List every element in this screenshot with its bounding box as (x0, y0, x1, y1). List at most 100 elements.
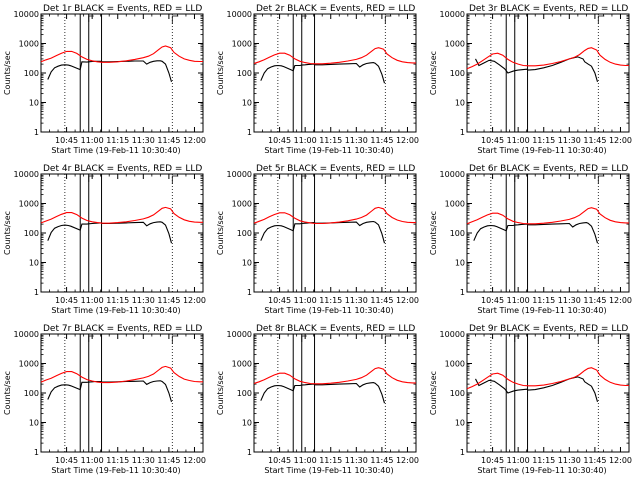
y-tick-label: 10000 (440, 10, 465, 19)
x-tick-label: 11:30 (345, 136, 368, 145)
chart-title: Det 6r BLACK = Events, RED = LLD (469, 164, 628, 174)
x-tick-label: 12:00 (183, 456, 206, 465)
bracket-marker (384, 175, 392, 184)
y-tick-label: 10 (455, 419, 465, 428)
y-tick-label: 10000 (14, 10, 39, 19)
bracket-marker (171, 175, 179, 184)
y-axis-label: Counts/sec (216, 371, 225, 415)
series-line-lld (253, 367, 416, 385)
y-axis-label: Counts/sec (3, 51, 12, 95)
y-tick-label: 1 (247, 288, 252, 297)
y-tick-label: 10 (242, 99, 252, 108)
y-tick-label: 1 (460, 448, 465, 457)
y-tick-label: 1 (247, 128, 252, 137)
y-tick-label: 1 (247, 448, 252, 457)
x-axis-label: Start Time (19-Feb-11 10:30:40) (477, 466, 606, 475)
series-line-lld (40, 365, 203, 384)
chart-panel-det-7r: Det 7r BLACK = Events, RED = LLD 1 10 100 10… (3, 324, 206, 475)
x-tick-label: 11:30 (558, 456, 581, 465)
y-axis-label: Counts/sec (3, 371, 12, 415)
chart-title: Det 8r BLACK = Events, RED = LLD (256, 324, 415, 334)
x-tick-label: 11:45 (583, 296, 606, 305)
y-tick-label: 10 (29, 99, 39, 108)
x-tick-label: 10:45 (55, 456, 78, 465)
x-tick-label: 11:45 (583, 456, 606, 465)
y-tick-label: 100 (24, 229, 39, 238)
y-tick-label: 1000 (445, 200, 465, 209)
y-tick-label: 100 (450, 389, 465, 398)
x-axis-label: Start Time (19-Feb-11 10:30:40) (51, 466, 180, 475)
y-tick-label: 100 (450, 229, 465, 238)
x-axis-label: Start Time (19-Feb-11 10:30:40) (51, 146, 180, 155)
x-tick-label: 11:30 (132, 456, 155, 465)
y-tick-label: 10 (242, 419, 252, 428)
series-line-lld (466, 367, 629, 390)
x-tick-label: 10:45 (268, 296, 291, 305)
x-tick-label: 12:00 (396, 296, 419, 305)
y-tick-label: 10000 (227, 170, 252, 179)
y-tick-label: 1000 (232, 360, 252, 369)
chart-title: Det 7r BLACK = Events, RED = LLD (43, 324, 202, 334)
x-tick-label: 11:15 (319, 296, 342, 305)
x-tick-label: 10:45 (55, 136, 78, 145)
x-tick-label: 10:45 (268, 136, 291, 145)
y-tick-label: 10000 (440, 170, 465, 179)
bracket-marker (384, 15, 392, 24)
x-tick-label: 11:15 (106, 456, 129, 465)
x-tick-label: 11:00 (294, 136, 317, 145)
chart-title: Det 5r BLACK = Events, RED = LLD (256, 164, 415, 174)
x-tick-label: 11:30 (558, 136, 581, 145)
y-tick-label: 1 (34, 288, 39, 297)
x-tick-label: 11:45 (157, 136, 180, 145)
x-tick-label: 11:00 (294, 296, 317, 305)
y-axis-label: Counts/sec (3, 211, 12, 255)
x-axis-label: Start Time (19-Feb-11 10:30:40) (51, 306, 180, 315)
x-tick-label: 11:45 (370, 296, 393, 305)
y-tick-label: 1 (460, 128, 465, 137)
x-tick-label: 12:00 (609, 296, 632, 305)
bracket-marker (597, 335, 605, 344)
series-line-lld (466, 207, 629, 225)
series-line-events (260, 62, 386, 84)
x-tick-label: 11:15 (106, 136, 129, 145)
x-tick-label: 11:00 (81, 136, 104, 145)
y-tick-label: 10 (455, 259, 465, 268)
x-tick-label: 11:15 (106, 296, 129, 305)
bracket-marker (171, 335, 179, 344)
y-tick-label: 100 (450, 69, 465, 78)
x-tick-label: 10:45 (55, 296, 78, 305)
x-axis-label: Start Time (19-Feb-11 10:30:40) (264, 146, 393, 155)
y-tick-label: 100 (237, 229, 252, 238)
series-line-lld (253, 47, 416, 65)
x-tick-label: 11:15 (532, 296, 555, 305)
x-tick-label: 11:00 (507, 296, 530, 305)
x-tick-label: 11:45 (157, 456, 180, 465)
x-tick-label: 10:45 (268, 456, 291, 465)
y-tick-label: 100 (24, 389, 39, 398)
y-tick-label: 10000 (440, 330, 465, 339)
chart-panel-det-9r: Det 9r BLACK = Events, RED = LLD 1 10 100 10… (429, 324, 632, 475)
series-line-events (47, 60, 173, 83)
chart-panel-det-1r: Det 1r BLACK = Events, RED = LLD 1 10 100 10… (3, 4, 206, 155)
series-line-events (475, 376, 599, 403)
x-tick-label: 12:00 (183, 136, 206, 145)
y-tick-label: 10000 (14, 170, 39, 179)
x-tick-label: 11:00 (81, 296, 104, 305)
y-tick-label: 1000 (19, 40, 39, 49)
x-tick-label: 11:00 (507, 456, 530, 465)
y-tick-label: 100 (237, 69, 252, 78)
y-tick-label: 10000 (14, 330, 39, 339)
x-tick-label: 10:45 (481, 456, 504, 465)
chart-panel-det-3r: Det 3r BLACK = Events, RED = LLD 1 10 100 10… (429, 4, 632, 155)
y-tick-label: 1 (460, 288, 465, 297)
x-tick-label: 10:45 (481, 136, 504, 145)
x-tick-label: 11:45 (370, 136, 393, 145)
x-axis-label: Start Time (19-Feb-11 10:30:40) (477, 306, 606, 315)
chart-title: Det 3r BLACK = Events, RED = LLD (469, 4, 628, 14)
series-line-lld (40, 206, 203, 224)
y-tick-label: 1000 (19, 200, 39, 209)
x-tick-label: 11:00 (294, 456, 317, 465)
y-axis-label: Counts/sec (429, 211, 438, 255)
x-tick-label: 11:30 (132, 136, 155, 145)
